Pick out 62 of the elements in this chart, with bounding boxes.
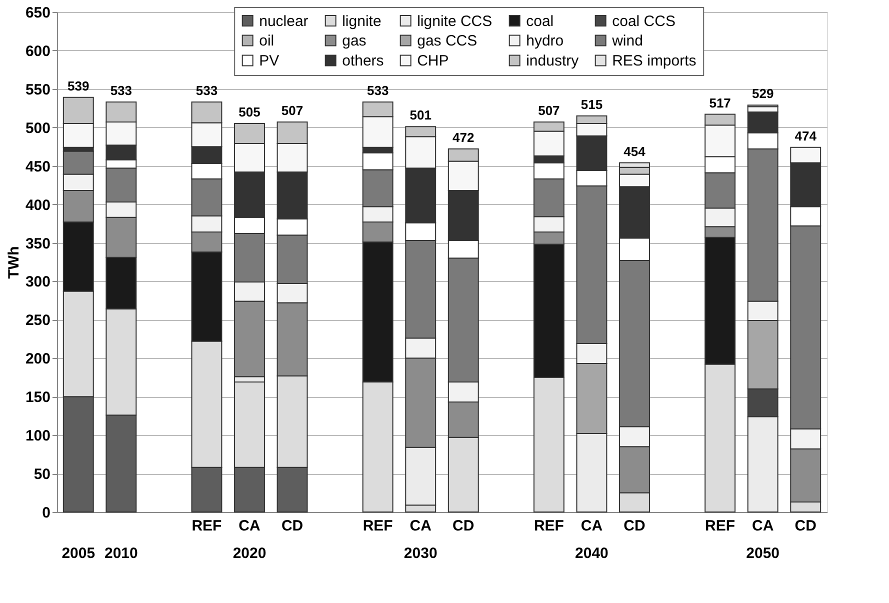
text: 2010 [104,545,138,562]
x-tick-label: REF [534,518,564,534]
y-tick-label: 250 [25,312,50,330]
legend-label: CHP [417,52,449,70]
text: 2040 [575,545,608,562]
y-tick-label: 300 [25,274,50,291]
x-tick-label: REF [192,518,222,534]
legend-label: gas CCS [417,32,478,50]
legend-label: wind [611,32,643,50]
y-tick-label: 200 [25,350,50,368]
legend-label: PV [259,52,280,70]
y-tick-label: 550 [25,81,50,98]
y-tick-label: 150 [25,389,50,406]
x-tick-label: CA [752,518,774,534]
total-label: 474 [794,128,818,144]
y-tick-label: 450 [25,158,50,176]
legend-label: lignite [342,12,382,30]
text: 2050 [746,545,780,562]
total-label: 507 [538,103,560,118]
x-tick-label: REF [362,518,393,534]
y-tick-label: 500 [25,120,50,137]
legend-label: industry [526,52,580,70]
total-label: 515 [580,96,603,112]
legend-label: nuclear [259,12,308,30]
legend-label: coal [526,12,554,30]
x-tick-label: CD [624,518,646,534]
x-tick-label: CD [281,518,304,534]
x-tick-label: CD [794,518,817,534]
legend-label: oil [259,32,274,50]
y-axis-title: TWh [5,246,22,279]
total-label: 533 [110,83,132,98]
y-tick-label: 600 [25,42,50,60]
text: 2030 [404,545,438,562]
total-label: 533 [196,83,218,98]
x-tick-label: CA [238,518,260,534]
total-label: 529 [752,86,774,102]
x-tick-label: REF [705,518,736,534]
x-tick-label: CA [410,518,432,534]
y-tick-label: 650 [25,4,50,22]
legend-label: RES imports [612,52,696,70]
total-label: 539 [68,78,90,94]
total-label: 533 [366,83,389,98]
legend-label: coal CCS [612,12,676,30]
y-tick-label: 0 [42,504,50,522]
x-tick-label: CA [580,518,603,534]
y-tick-label: 400 [25,196,50,214]
total-label: 517 [709,95,731,110]
total-label: 472 [452,130,474,145]
legend-label: gas [342,32,366,50]
y-tick-label: 50 [34,466,50,484]
legend-label: others [342,52,384,70]
total-label: 507 [281,103,304,118]
x-tick-label: CD [452,518,474,534]
legend-label: lignite CCS [417,12,492,30]
y-tick-label: 100 [25,428,50,445]
total-label: 454 [624,144,646,159]
legend-label: hydro [526,32,564,50]
total-label: 505 [238,104,260,120]
text: 2020 [232,545,266,562]
total-label: 501 [410,108,432,123]
y-tick-label: 350 [25,235,50,252]
text: 2005 [62,545,96,562]
